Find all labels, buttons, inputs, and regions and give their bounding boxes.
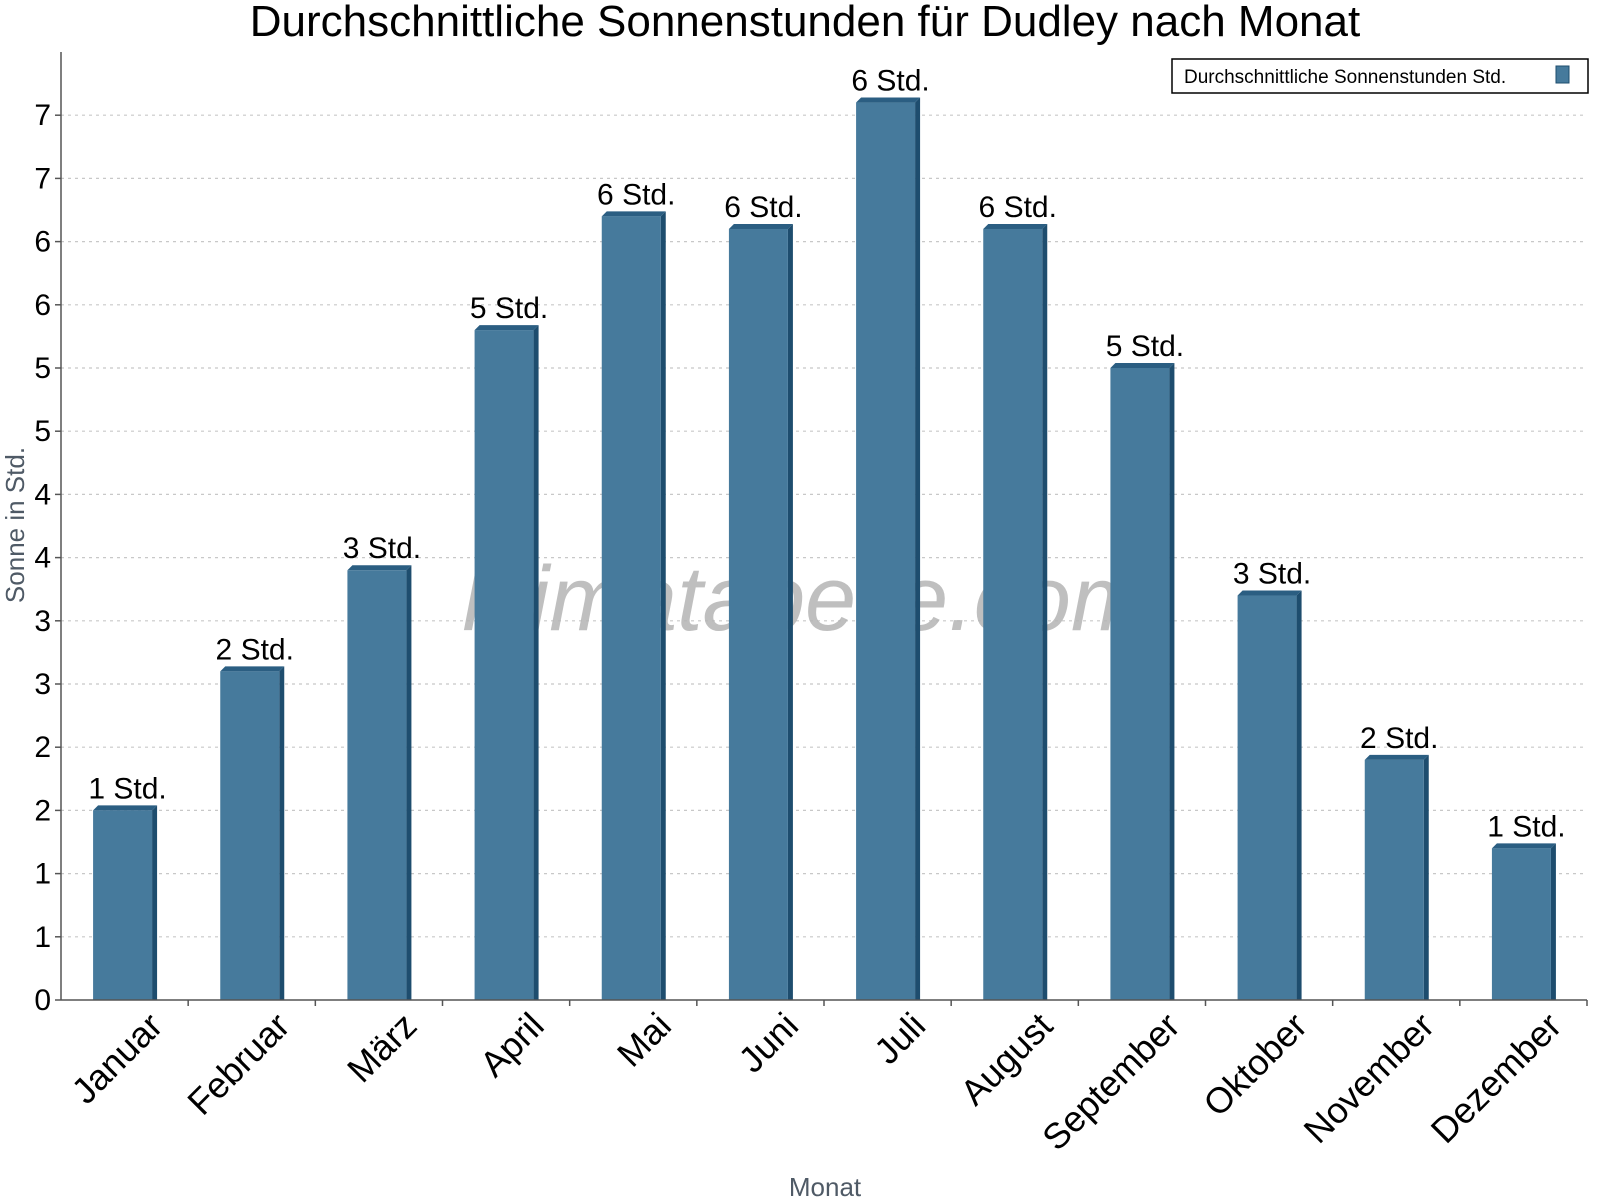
data-label: 3 Std. [343, 532, 421, 565]
x-tick-label: Oktober [1195, 1005, 1315, 1125]
bar-top [1110, 363, 1175, 368]
data-label: 6 Std. [724, 191, 802, 224]
bar [474, 330, 534, 1001]
bar-top [93, 805, 158, 811]
bar-top [474, 325, 539, 331]
x-tick-label: August [952, 1005, 1060, 1113]
y-tick-label: 4 [34, 542, 51, 575]
bar-top [1364, 754, 1429, 760]
bar-side [660, 211, 666, 1000]
bar-side [1423, 754, 1429, 1000]
x-tick-label: Januar [63, 1005, 170, 1112]
bar [1364, 759, 1424, 1000]
bar-side [1042, 223, 1048, 1000]
bar [856, 102, 916, 1000]
x-tick-label: September [1034, 1005, 1188, 1159]
x-tick-label: Juni [730, 1005, 806, 1081]
data-label: 1 Std. [88, 772, 166, 805]
bar-top [347, 565, 412, 571]
bar-top [1237, 590, 1302, 596]
y-tick-label: 3 [34, 668, 51, 701]
bar-side [1296, 590, 1302, 1000]
bar-side [533, 325, 539, 1001]
bar [1110, 368, 1170, 1000]
bar [220, 671, 280, 1000]
y-tick-label: 2 [34, 731, 51, 764]
bar-top [601, 211, 666, 217]
bar-top [728, 223, 793, 229]
data-label: 3 Std. [1233, 558, 1311, 591]
data-label: 5 Std. [470, 292, 548, 325]
bar-top [220, 666, 285, 672]
axes [55, 52, 1588, 1006]
gridlines [61, 114, 1587, 938]
bar [1237, 595, 1297, 1000]
x-tick-label: Februar [179, 1005, 297, 1123]
x-tick-label: Mai [609, 1005, 679, 1075]
legend-swatch [1555, 65, 1570, 84]
x-tick-label: Dezember [1423, 1005, 1569, 1151]
bar-side [787, 223, 793, 1000]
y-tick-label: 6 [34, 289, 51, 322]
data-label: 6 Std. [597, 178, 675, 211]
legend-label: Durchschnittliche Sonnenstunden Std. [1184, 67, 1506, 88]
data-label: 6 Std. [851, 65, 929, 98]
legend-box [1171, 58, 1589, 94]
bar-side [279, 666, 285, 1000]
x-axis-label: Monat [789, 1172, 862, 1200]
legend: Durchschnittliche Sonnenstunden Std. [1171, 58, 1589, 94]
bar [983, 228, 1043, 1000]
bar [1491, 848, 1551, 1000]
y-tick-label: 7 [34, 99, 51, 132]
bar-side [1550, 843, 1556, 1000]
data-label: 1 Std. [1487, 810, 1565, 843]
bar-side [915, 97, 921, 1000]
y-tick-label: 5 [34, 415, 51, 448]
bar-top [856, 97, 921, 103]
y-axis-label: Sonne in Std. [0, 447, 30, 603]
bar [93, 810, 153, 1000]
y-tick-label: 0 [34, 984, 51, 1017]
y-tick-label: 6 [34, 226, 51, 259]
bar-side [1169, 363, 1175, 1000]
chart-title: Durchschnittliche Sonnenstunden für Dudl… [250, 0, 1360, 46]
data-label: 2 Std. [216, 633, 294, 666]
data-label: 2 Std. [1360, 722, 1438, 755]
bar-side [406, 565, 412, 1000]
x-tick-label: Juli [866, 1005, 933, 1072]
y-tick-label: 1 [34, 858, 51, 891]
bars [93, 97, 1556, 1001]
bar-top [1491, 843, 1556, 849]
data-label: 6 Std. [979, 191, 1057, 224]
bar-top [983, 223, 1048, 229]
x-tick-label: April [472, 1005, 552, 1085]
bar [728, 228, 788, 1000]
y-tick-label: 4 [34, 478, 51, 511]
x-tick-label: März [339, 1005, 425, 1091]
y-tick-label: 3 [34, 605, 51, 638]
y-tick-label: 7 [34, 162, 51, 195]
bar [601, 216, 661, 1000]
bar-side [152, 805, 158, 1000]
y-tick-label: 1 [34, 921, 51, 954]
y-tick-label: 2 [34, 794, 51, 827]
data-label: 5 Std. [1106, 330, 1184, 363]
bar [347, 570, 407, 1000]
x-tick-label: November [1295, 1005, 1441, 1151]
y-tick-label: 5 [34, 352, 51, 385]
